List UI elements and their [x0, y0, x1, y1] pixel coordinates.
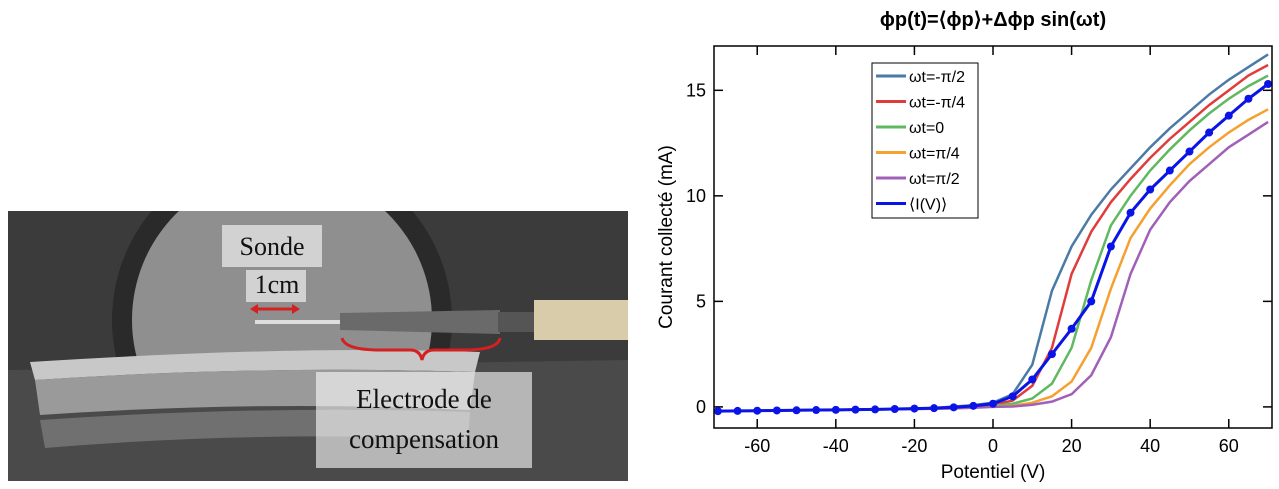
probe-handle — [534, 300, 628, 340]
series-marker — [831, 405, 840, 414]
x-axis-label: Potentiel (V) — [941, 462, 1046, 483]
probe-body — [340, 310, 500, 334]
series-marker — [1205, 128, 1214, 137]
legend-label: ωt=π/2 — [909, 171, 960, 188]
plot-frame — [713, 45, 1273, 429]
series-marker — [1126, 208, 1135, 217]
series-marker — [1067, 324, 1076, 333]
scale-label: 1cm — [255, 270, 300, 299]
series-line — [717, 63, 1269, 413]
y-tick-label: 15 — [686, 80, 706, 100]
series-marker — [969, 401, 978, 410]
x-tick-label: -20 — [901, 436, 927, 456]
legend-label: ⟨I(V)⟩ — [909, 197, 947, 214]
series-marker — [1224, 111, 1233, 120]
chart: ϕp(t)=⟨ϕp⟩+Δϕp sin(ωt) Potentiel (V) Cou… — [656, 9, 1273, 483]
x-tick-label: -60 — [744, 436, 770, 456]
brace — [340, 337, 502, 361]
series-marker — [1047, 350, 1056, 359]
legend-label: ωt=-π/4 — [909, 95, 965, 112]
series-marker — [1146, 185, 1155, 194]
series-marker — [910, 404, 919, 413]
legend-box — [871, 62, 979, 219]
series-marker — [733, 406, 742, 415]
chart-title: ϕp(t)=⟨ϕp⟩+Δϕp sin(ωt) — [880, 9, 1106, 31]
probe-label: Sonde — [240, 232, 305, 261]
series-marker — [753, 406, 762, 415]
series-marker — [772, 406, 781, 415]
y-tick-label: 10 — [686, 186, 706, 206]
x-tick-label: 0 — [988, 436, 998, 456]
series-marker — [851, 405, 860, 414]
series-line — [717, 120, 1269, 413]
x-tick-label: -40 — [823, 436, 849, 456]
legend-label: ωt=-π/2 — [909, 69, 965, 86]
electrode-label: Electrode de — [356, 384, 492, 414]
legend-label: ωt=π/4 — [909, 146, 960, 163]
probe-connector — [498, 312, 534, 332]
series-marker — [1244, 94, 1253, 103]
disk-top — [30, 349, 480, 380]
x-tick-label: 40 — [1140, 436, 1160, 456]
legend-label: ωt=0 — [909, 120, 944, 137]
x-tick-label: 20 — [1062, 436, 1082, 456]
series-marker — [930, 404, 939, 413]
series-marker — [1165, 166, 1174, 175]
series-marker — [792, 406, 801, 415]
label-box — [316, 372, 532, 468]
y-tick-label: 5 — [696, 291, 706, 311]
series-marker — [1264, 79, 1273, 88]
series-marker — [989, 399, 997, 408]
series-marker — [713, 407, 722, 416]
series-marker — [871, 405, 880, 414]
y-axis-label: Courant collecté (mA) — [656, 145, 677, 329]
series-marker — [812, 406, 821, 415]
electrode-label: compensation — [349, 424, 499, 454]
series-marker — [1028, 375, 1037, 384]
series-marker — [1087, 297, 1096, 306]
series-marker — [949, 403, 958, 412]
label-box — [246, 270, 306, 302]
series-line — [717, 53, 1269, 413]
series-marker — [1106, 242, 1115, 251]
series-marker — [1008, 392, 1017, 401]
series-marker — [1185, 147, 1194, 156]
x-tick-label: 60 — [1219, 436, 1239, 456]
series-marker — [890, 405, 899, 414]
photo: Sonde 1cm Electrode de compensation — [8, 211, 628, 481]
y-tick-label: 0 — [696, 397, 706, 417]
label-box — [222, 225, 322, 267]
